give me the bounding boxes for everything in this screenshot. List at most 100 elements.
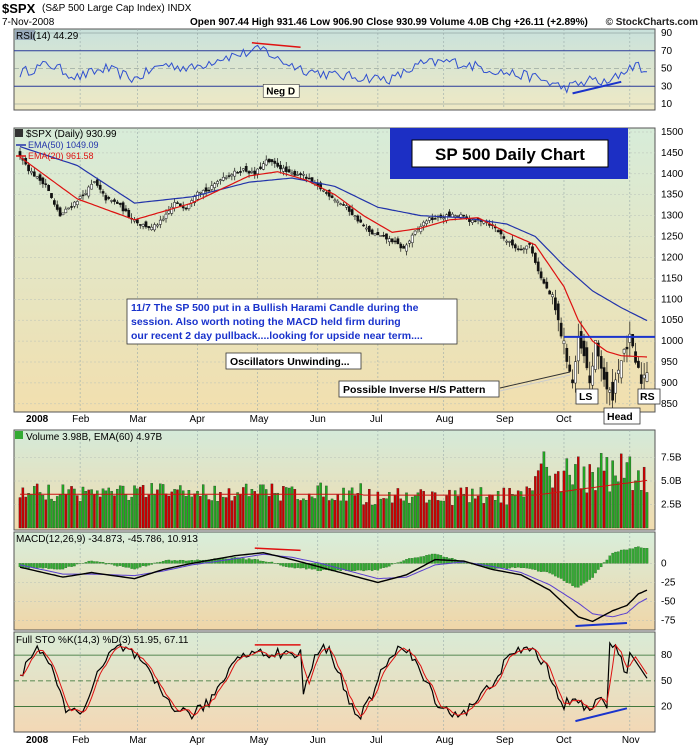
candle-body — [141, 224, 145, 227]
volume-bar — [179, 485, 182, 529]
x-tick-label: Oct — [556, 414, 572, 425]
candle-body — [373, 233, 377, 236]
volume-bar — [216, 500, 219, 529]
macd-hist-bar — [416, 557, 420, 564]
macd-hist-bar — [356, 563, 360, 571]
x-tick-label: Sep — [496, 414, 514, 425]
macd-hist-bar — [147, 563, 151, 566]
candle-body — [210, 185, 214, 190]
volume-bar — [78, 501, 82, 529]
candle-body — [522, 248, 526, 250]
macd-hist-bar — [390, 563, 394, 565]
sto-tick-label: 20 — [661, 702, 673, 713]
volume-bar — [276, 492, 279, 529]
macd-hist-bar — [70, 563, 73, 567]
volume-bar — [310, 496, 314, 529]
volume-bar — [508, 487, 511, 529]
oscillators-box — [225, 352, 362, 370]
volume-bar — [591, 472, 594, 529]
macd-hist-bar — [505, 563, 508, 570]
candle-body — [204, 187, 208, 192]
volume-bar — [494, 500, 497, 529]
comment-line: 11/7 The SP 500 put in a Bullish Harami … — [131, 302, 419, 314]
candle-body — [73, 201, 76, 207]
macd-hist-bar — [250, 559, 254, 564]
pattern-box — [338, 380, 500, 398]
macd-hist-bar — [642, 547, 646, 564]
macd-hist-bar — [84, 562, 88, 564]
candle-body — [115, 201, 119, 204]
candle-body — [101, 191, 105, 194]
candle-body — [30, 171, 33, 174]
candle-body — [379, 235, 383, 237]
volume-bar — [522, 496, 526, 529]
pattern-pointer-shadow — [499, 374, 571, 392]
volume-bar — [173, 489, 176, 529]
candle-body — [270, 159, 274, 163]
macd-hist-bar — [353, 563, 357, 571]
macd-hist-bar — [50, 563, 53, 569]
macd-hist-bar — [339, 563, 342, 571]
macd-hist-bar — [425, 555, 428, 564]
volume-bar — [67, 489, 70, 529]
x-tick-label: 2008 — [26, 735, 49, 746]
candle-body — [84, 193, 88, 195]
macd-hist-bar — [582, 563, 586, 584]
volume-bar — [153, 494, 156, 529]
volume-bar — [385, 498, 388, 529]
candle-body — [496, 230, 500, 233]
candle-body — [599, 356, 603, 369]
candle-body — [273, 160, 277, 164]
macd-label: MACD(12,26,9) -34.873, -45.786, 10.913 — [16, 534, 198, 545]
macd-hist-bar — [176, 560, 179, 564]
macd-hist-bar — [121, 563, 125, 567]
volume-bar — [242, 487, 245, 529]
macd-hist-bar — [167, 559, 171, 564]
volume-bar — [396, 488, 400, 529]
volume-bar — [353, 495, 357, 529]
sto-tick-label: 80 — [661, 650, 673, 661]
pattern-label: Possible Inverse H/S Pattern — [343, 384, 485, 396]
candle-body — [519, 248, 523, 251]
rsi-line — [19, 44, 648, 94]
volume-bar — [138, 486, 142, 529]
macd-hist-bar — [419, 556, 423, 564]
volume-bar — [608, 491, 612, 529]
candle-body — [617, 369, 620, 374]
macd-hist-bar — [264, 561, 268, 564]
candle-body — [64, 208, 68, 214]
macd-hist-bar — [30, 563, 33, 568]
volume-bar — [571, 484, 574, 529]
candle-body — [250, 170, 254, 173]
volume-bar — [336, 494, 340, 529]
volume-bar — [302, 498, 305, 529]
candle-body — [622, 349, 626, 354]
sto-k-line — [19, 641, 648, 721]
candle-body — [324, 192, 328, 194]
candle-body — [70, 206, 73, 208]
macd-hist-bar — [96, 561, 99, 564]
macd-hist-bar — [594, 563, 597, 574]
macd-hist-bar — [279, 563, 282, 566]
volume-bar — [167, 495, 171, 529]
volume-bar — [24, 496, 27, 529]
volume-bar — [436, 500, 440, 529]
candle-body — [98, 184, 102, 190]
volume-bar — [456, 496, 460, 529]
macd-hist-bar — [522, 563, 526, 568]
x-tick-label: May — [250, 414, 269, 425]
candle-body — [161, 218, 165, 221]
candle-body — [227, 175, 231, 177]
macd-hist-bar — [436, 554, 440, 564]
candle-body — [585, 347, 589, 369]
candle-body — [110, 200, 113, 202]
volume-bar — [47, 484, 50, 529]
candle-body — [350, 209, 354, 215]
macd-hist-bar — [299, 563, 302, 569]
macd-hist-bar — [224, 558, 228, 564]
macd-hist-bar — [617, 551, 620, 564]
price-tick-label: 1400 — [661, 169, 684, 180]
candle-body — [156, 224, 159, 227]
macd-hist-bar — [138, 563, 142, 568]
macd-hist-bar — [267, 562, 271, 564]
